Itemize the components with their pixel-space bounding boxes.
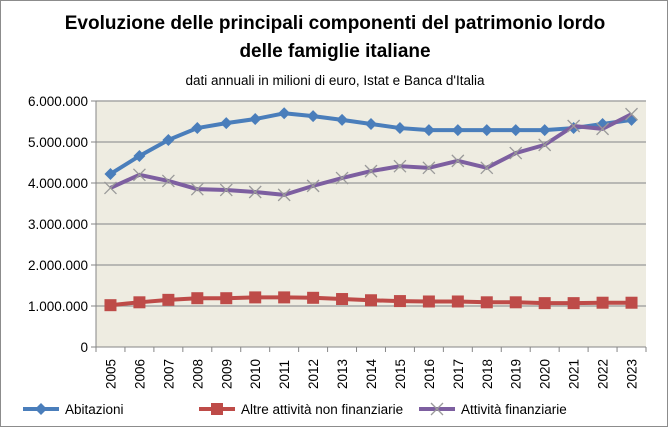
series-attivit-finanziarie [104, 107, 638, 202]
x-tick-label: 2017 [451, 359, 466, 389]
y-tick-label: 0 [80, 340, 88, 355]
legend-label: Abitazioni [65, 402, 124, 417]
y-tick-label: 5.000.000 [28, 135, 88, 150]
data-point [393, 295, 406, 308]
x-tick-label: 2013 [335, 359, 350, 389]
data-point [248, 185, 262, 199]
data-point [190, 182, 204, 196]
legend-marker [35, 403, 47, 415]
data-point [596, 296, 609, 309]
chart-subtitle: dati annuali in milioni di euro, Istat e… [185, 73, 485, 88]
legend-item: Altre attività non finanziarie [199, 402, 403, 417]
data-point [219, 183, 233, 197]
series-altre-attivit-non-finanziarie [104, 291, 638, 312]
data-point [365, 294, 377, 307]
data-point [162, 133, 175, 146]
data-point [422, 124, 435, 137]
x-tick-label: 2012 [306, 359, 321, 389]
legend-marker [211, 403, 223, 415]
data-point [104, 299, 117, 312]
data-point [480, 296, 493, 309]
data-point [538, 138, 552, 152]
data-point [161, 174, 175, 188]
x-tick-label: 2022 [596, 359, 611, 389]
data-point [364, 164, 378, 178]
data-point [307, 110, 320, 123]
x-tick-label: 2008 [190, 359, 205, 389]
data-point [365, 117, 377, 130]
x-tick-label: 2007 [161, 359, 176, 389]
data-point [625, 296, 638, 309]
data-point [625, 107, 638, 121]
y-tick-label: 1.000.000 [28, 299, 88, 314]
x-tick-label: 2016 [422, 359, 437, 389]
data-point [451, 154, 465, 168]
y-tick-label: 3.000.000 [28, 217, 88, 232]
data-point [307, 291, 320, 304]
data-point [393, 122, 406, 135]
legend-label: Altre attività non finanziarie [241, 402, 403, 417]
x-tick-label: 2021 [567, 359, 582, 389]
data-point [451, 295, 464, 308]
data-point [104, 181, 117, 195]
data-point [538, 297, 551, 310]
x-tick-label: 2011 [277, 360, 292, 389]
data-point [133, 296, 146, 309]
x-tick-label: 2019 [509, 359, 524, 389]
y-tick-label: 2.000.000 [28, 258, 88, 273]
chart-title-line1: Evoluzione delle principali componenti d… [64, 13, 606, 34]
x-tick-label: 2005 [103, 359, 118, 389]
data-point [336, 293, 349, 306]
data-point [509, 296, 522, 309]
data-point [162, 293, 175, 306]
data-point [249, 291, 262, 304]
data-point [480, 124, 493, 137]
data-point [278, 291, 291, 304]
data-point [277, 188, 291, 202]
legend-item: Abitazioni [23, 402, 124, 417]
data-point [132, 168, 146, 182]
x-tick-label: 2020 [538, 359, 553, 389]
y-tick-label: 6.000.000 [28, 94, 88, 109]
data-point [567, 297, 580, 310]
data-point [451, 124, 464, 137]
data-point [133, 149, 146, 162]
data-point [509, 146, 523, 160]
x-tick-label: 2009 [219, 359, 234, 389]
x-tick-label: 2006 [132, 359, 147, 389]
data-point [191, 292, 204, 305]
data-point [306, 179, 320, 193]
data-point [393, 159, 407, 173]
chart-title-line2: delle famiglie italiane [239, 41, 431, 62]
legend-item: Attività finanziarie [419, 402, 567, 417]
data-point [596, 122, 610, 136]
data-point [220, 292, 233, 305]
data-point [191, 122, 204, 135]
data-point [538, 124, 551, 137]
data-point [336, 113, 349, 126]
data-point [422, 161, 436, 175]
data-point [335, 171, 349, 185]
y-tick-label: 4.000.000 [28, 176, 88, 191]
x-tick-label: 2010 [248, 359, 263, 389]
data-point [422, 295, 435, 308]
x-tick-label: 2014 [364, 358, 379, 389]
data-point [567, 119, 581, 133]
x-tick-label: 2023 [625, 359, 640, 389]
data-point [278, 107, 291, 120]
data-point [220, 117, 233, 130]
data-point [596, 117, 609, 130]
legend-marker [430, 402, 444, 416]
x-tick-label: 2015 [393, 359, 408, 389]
data-point [249, 113, 262, 126]
data-point [104, 167, 117, 180]
x-tick-label: 2018 [480, 359, 495, 389]
data-point [480, 161, 494, 175]
legend-label: Attività finanziarie [461, 402, 567, 417]
